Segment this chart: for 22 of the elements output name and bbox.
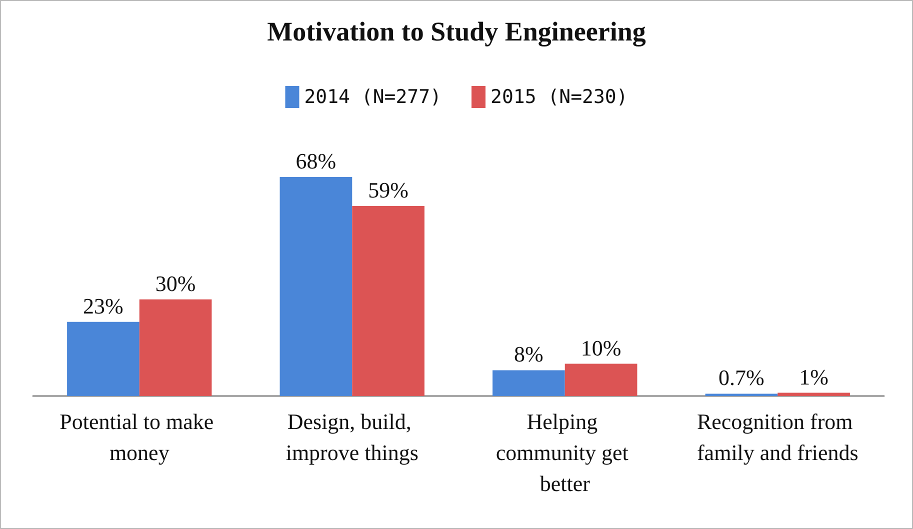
data-label: 68%	[296, 148, 336, 174]
bar	[352, 206, 424, 396]
x-tick-label: Helping community get better	[496, 409, 634, 496]
x-tick-label: Design, build, improve things	[286, 409, 418, 465]
legend-label: 2014 (N=277)	[304, 86, 442, 108]
data-label: 10%	[580, 335, 622, 360]
data-label: 30%	[155, 270, 196, 296]
legend-label: 2015 (N=230)	[490, 86, 628, 108]
bar	[492, 370, 565, 396]
bar	[564, 364, 638, 396]
data-label: 23%	[83, 293, 124, 318]
bar	[778, 392, 850, 396]
bar	[139, 299, 212, 396]
data-label: 59%	[368, 177, 408, 202]
bar	[280, 177, 352, 396]
data-label: 1%	[799, 364, 828, 390]
x-tick-label: Potential to make money	[60, 409, 220, 465]
bar	[67, 322, 140, 396]
chart-title: Motivation to Study Engineering	[267, 16, 646, 46]
x-tick-label: Recognition from family and friends	[696, 409, 858, 465]
data-label: 8%	[514, 342, 544, 367]
data-label: 0.7%	[718, 365, 764, 390]
